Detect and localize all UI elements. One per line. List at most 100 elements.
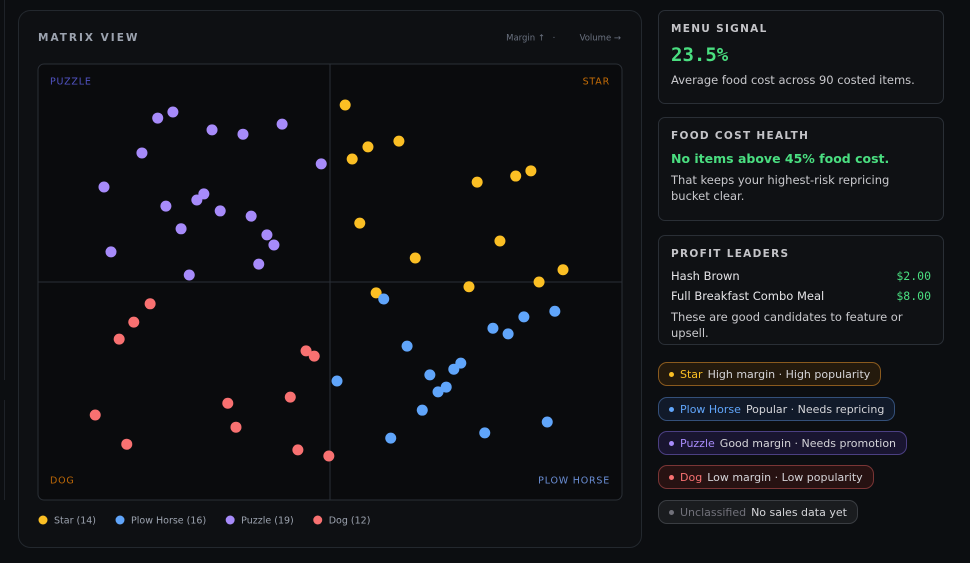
menu-signal-card: MENU SIGNAL 23.5% Average food cost acro…	[658, 10, 944, 104]
data-point	[253, 258, 265, 270]
badge-desc: Low margin · Low popularity	[707, 470, 863, 484]
data-point	[448, 363, 460, 375]
data-point	[354, 217, 366, 229]
data-point	[136, 147, 148, 159]
badge-desc: Popular · Needs repricing	[745, 402, 885, 416]
item-name: Full Breakfast Combo Meal	[671, 289, 825, 303]
data-point	[183, 269, 195, 281]
badge-dot	[669, 509, 674, 515]
card-title: PROFIT LEADERS	[671, 248, 790, 260]
data-point	[198, 188, 210, 200]
data-point	[152, 112, 164, 124]
legend-badge[interactable]: Plow Horse Popular · Needs repricing	[658, 397, 896, 421]
legend-swatch	[225, 515, 235, 525]
metric-value: 23.5%	[671, 44, 729, 66]
data-point	[245, 210, 257, 222]
item-price: $2.00	[896, 269, 931, 283]
data-point	[98, 181, 110, 193]
legend-badge[interactable]: Star High margin · High popularity	[658, 362, 882, 386]
data-point	[300, 345, 312, 357]
data-point	[463, 281, 475, 293]
leader-row: Full Breakfast Combo Meal $8.00	[671, 289, 931, 303]
data-point	[362, 141, 374, 153]
data-point	[276, 118, 288, 130]
data-point	[214, 205, 226, 217]
card-title: FOOD COST HEALTH	[671, 130, 810, 142]
data-point	[105, 246, 117, 258]
badge-dot	[669, 371, 674, 377]
legend-swatch	[115, 515, 125, 525]
data-point	[284, 391, 296, 403]
data-point	[541, 416, 553, 428]
badge-desc: No sales data yet	[751, 505, 847, 519]
legend-label: Dog (12)	[329, 516, 371, 527]
matrix-title: MATRIX VIEW	[38, 32, 139, 44]
data-point	[471, 176, 483, 188]
badge-desc: Good margin · Needs promotion	[719, 436, 897, 450]
badge-dot	[669, 474, 674, 480]
data-point	[167, 106, 179, 118]
data-point	[424, 369, 436, 381]
matrix-card: MATRIX VIEW Margin ↑ · Volume → PUZZLE S…	[18, 10, 642, 548]
badge-name: Plow Horse	[680, 402, 741, 416]
data-point	[144, 298, 156, 310]
data-point	[175, 223, 187, 235]
item-name: Hash Brown	[671, 269, 740, 283]
data-point	[315, 158, 327, 170]
data-point	[346, 153, 358, 165]
axis-hint: Volume →	[580, 34, 621, 44]
legend-label: Plow Horse (16)	[131, 516, 206, 527]
data-point	[308, 350, 320, 362]
data-point	[378, 293, 390, 305]
data-point	[261, 229, 273, 241]
data-point	[401, 340, 413, 352]
data-point	[440, 381, 452, 393]
data-point	[292, 444, 304, 456]
data-point	[432, 386, 444, 398]
separator: ·	[553, 34, 556, 44]
data-point	[487, 322, 499, 334]
legend-swatch	[313, 515, 323, 525]
data-point	[268, 239, 280, 251]
data-point	[89, 409, 101, 421]
data-point	[237, 128, 249, 140]
legend-badge[interactable]: Dog Low margin · Low popularity	[658, 465, 874, 489]
data-point	[121, 438, 133, 450]
legend-badge[interactable]: Puzzle Good margin · Needs promotion	[658, 431, 908, 455]
food-cost-card: FOOD COST HEALTH No items above 45% food…	[658, 117, 944, 221]
legend-label: Puzzle (19)	[241, 516, 294, 527]
legend-label: Star (14)	[54, 516, 96, 527]
leader-list: Hash Brown $2.00 Full Breakfast Combo Meal…	[671, 269, 931, 303]
profit-leaders-card: PROFIT LEADERS Hash Brown $2.00 Full Break…	[658, 235, 944, 345]
data-point	[128, 316, 140, 328]
sidebar-edge	[0, 0, 5, 380]
data-point	[331, 375, 343, 387]
data-point	[494, 235, 506, 247]
card-headline: No items above 45% food cost.	[671, 151, 890, 166]
data-point	[230, 421, 242, 433]
data-point	[206, 124, 218, 136]
axis-hint: Margin ↑	[506, 34, 545, 44]
sidebar-edge	[0, 400, 5, 500]
data-point	[370, 287, 382, 299]
data-point	[339, 99, 351, 111]
quadrant-label: DOG	[50, 476, 75, 487]
data-point	[479, 427, 491, 439]
data-point	[549, 305, 561, 317]
item-price: $8.00	[896, 289, 931, 303]
data-point	[222, 397, 234, 409]
data-point	[385, 432, 397, 444]
data-point	[518, 311, 530, 323]
data-point	[393, 135, 405, 147]
badge-name: Dog	[680, 470, 703, 484]
badge-name: Unclassified	[680, 505, 747, 519]
legend-swatch	[38, 515, 48, 525]
card-text: That keeps your highest-risk repricing b…	[671, 173, 890, 203]
data-point	[160, 200, 172, 212]
badge-name: Star	[680, 367, 703, 381]
quadrant-label: PLOW HORSE	[538, 476, 610, 487]
legend-badge[interactable]: Unclassified No sales data yet	[658, 500, 858, 524]
data-point	[510, 170, 522, 182]
data-point	[113, 333, 125, 345]
badge-desc: High margin · High popularity	[707, 367, 871, 381]
